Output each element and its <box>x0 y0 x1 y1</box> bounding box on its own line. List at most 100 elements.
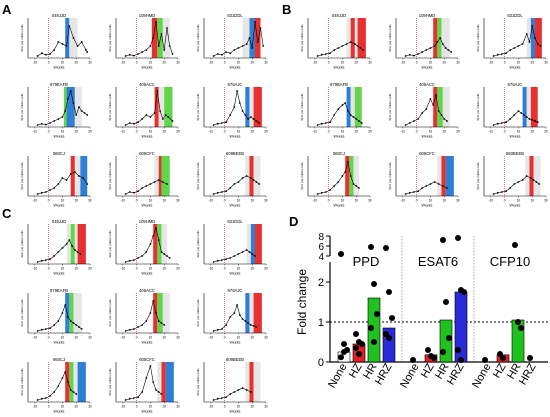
data-point <box>417 53 419 55</box>
data-point <box>128 328 131 331</box>
subplot-060beeb: 060BEEB -10 0 10 20 30 Weeks SFU per million ce… <box>476 151 548 208</box>
data-point <box>341 175 344 177</box>
data-point <box>444 47 447 49</box>
x-tick-label: -10 <box>33 336 38 340</box>
data-point <box>501 122 503 124</box>
y-axis-label: SFU per million cells <box>20 24 24 52</box>
x-tick-label: 10 <box>149 336 153 340</box>
data-point <box>57 320 60 322</box>
y-axis-label: SFU per million cells <box>196 368 200 396</box>
data-point <box>534 37 536 39</box>
data-point <box>221 122 223 124</box>
data-point <box>67 316 69 318</box>
data-point <box>534 120 536 122</box>
data-point <box>325 122 327 124</box>
x-tick-label: 0 <box>48 405 50 409</box>
data-point <box>80 110 83 112</box>
x-tick-label: -10 <box>209 336 214 340</box>
subplot-title: 049JJD <box>332 13 346 18</box>
x-tick-label: 30 <box>88 130 92 134</box>
y-axis-label: SFU per million cells <box>300 93 304 121</box>
data-point <box>417 118 419 120</box>
data-point <box>509 49 512 51</box>
x-tick-label: 0 <box>416 130 418 134</box>
data-point <box>65 179 68 181</box>
data-point <box>61 177 64 179</box>
data-point <box>137 121 139 124</box>
data-point <box>49 189 51 191</box>
data-point <box>133 54 135 57</box>
subplot-605cfc: 605CFC -10 0 10 20 30 Weeks SFU per million cel… <box>108 151 180 208</box>
data-point <box>216 53 219 55</box>
data-point <box>515 319 521 325</box>
subplot-109hmd: 109HMD -10 0 10 20 30 Weeks SFU per million cel… <box>388 13 460 70</box>
data-point <box>404 124 407 126</box>
y-axis-label: SFU per million cells <box>108 368 112 396</box>
treatment-band <box>253 156 261 196</box>
data-point <box>333 114 336 116</box>
data-point <box>229 187 232 189</box>
data-point <box>437 183 440 185</box>
panel-label-c: C <box>2 206 12 221</box>
data-point <box>325 191 327 193</box>
y-tick-label: 4 <box>318 252 324 263</box>
treatment-band <box>80 156 88 196</box>
data-point <box>229 114 232 116</box>
x-tick-label: 0 <box>224 130 226 134</box>
data-point <box>69 320 72 322</box>
data-point <box>36 330 39 332</box>
data-point <box>241 110 244 112</box>
data-point <box>429 183 432 185</box>
data-point <box>358 187 360 189</box>
data-point <box>149 243 152 245</box>
x-category-label: None <box>398 362 422 391</box>
data-point <box>57 41 60 43</box>
data-point <box>212 261 215 263</box>
x-tick-label: 20 <box>530 61 534 65</box>
x-tick-label: 20 <box>250 61 254 65</box>
y-axis-label: SFU per million cells <box>20 93 24 121</box>
y-axis-label: SFU per million cells <box>476 93 480 121</box>
data-point <box>86 51 89 53</box>
treatment-band <box>74 224 78 264</box>
x-tick-label: -10 <box>313 61 318 65</box>
x-tick-label: 20 <box>162 267 166 271</box>
x-tick-label: -10 <box>121 405 126 409</box>
treatment-band <box>354 87 362 127</box>
treatment-band <box>441 156 446 196</box>
x-tick-label: 0 <box>328 199 330 203</box>
data-point <box>64 304 67 306</box>
x-tick-label: 30 <box>264 130 268 134</box>
data-point <box>212 55 215 57</box>
data-point <box>431 355 437 361</box>
data-point <box>128 259 131 262</box>
x-tick-label: 10 <box>429 199 433 203</box>
data-point <box>440 349 446 355</box>
x-tick-label: 10 <box>61 336 65 340</box>
data-point <box>441 43 444 45</box>
x-tick-label: -10 <box>33 267 38 271</box>
data-point <box>520 112 523 114</box>
data-point <box>40 397 43 400</box>
y-axis-label: SFU per million cells <box>196 24 200 52</box>
y-tick-label: 2 <box>318 277 324 289</box>
y-axis-label: SFU per million cells <box>20 368 24 396</box>
data-point <box>86 114 89 116</box>
treatment-band <box>526 18 531 58</box>
data-point <box>446 120 448 122</box>
panel-a-grid: 049JJD -10 0 10 20 30 Weeks SFU per million cel… <box>20 13 268 208</box>
x-tick-label: 20 <box>162 61 166 65</box>
x-tick-label: 20 <box>250 405 254 409</box>
group-title: ESAT6 <box>418 254 458 269</box>
treatment-band <box>245 87 250 127</box>
series-line <box>37 89 88 126</box>
x-category-label: HZ <box>347 361 365 380</box>
treatment-band <box>69 293 74 333</box>
data-point <box>505 190 507 193</box>
x-tick-label: 30 <box>368 61 372 65</box>
data-point <box>82 177 85 179</box>
panel-label-a: A <box>2 2 12 17</box>
data-point <box>65 243 68 245</box>
data-point <box>36 124 39 126</box>
x-category-label: None <box>470 362 494 391</box>
